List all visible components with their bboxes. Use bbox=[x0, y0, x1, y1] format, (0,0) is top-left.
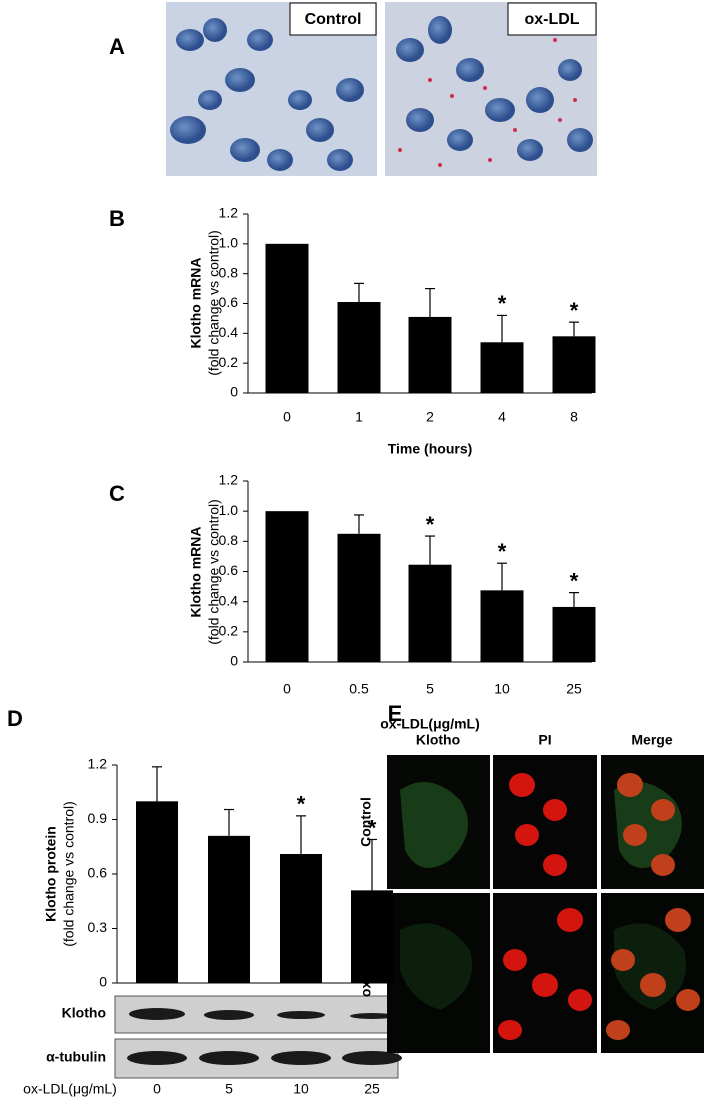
column-label: Merge bbox=[631, 732, 672, 748]
column-label: PI bbox=[538, 732, 551, 748]
row-label: Control bbox=[358, 797, 374, 847]
significance: * bbox=[498, 539, 507, 564]
y-tick-label: 0.9 bbox=[88, 810, 108, 826]
y-tick-label: 0.6 bbox=[88, 865, 108, 881]
x-tick-label: 10 bbox=[494, 681, 510, 697]
panel-letter: D bbox=[7, 706, 23, 731]
blot-bands bbox=[127, 1008, 402, 1065]
significance: * bbox=[570, 568, 579, 593]
x-tick-label: 2 bbox=[426, 409, 434, 425]
x-tick-label: 0 bbox=[283, 409, 291, 425]
x-tick-label: 1 bbox=[355, 409, 363, 425]
y-tick-label: 1.0 bbox=[219, 502, 239, 518]
y-tick-label: 0 bbox=[230, 384, 238, 400]
significance: * bbox=[570, 298, 579, 323]
x-tick-label: 25 bbox=[364, 1081, 380, 1097]
y-tick-label: 0.8 bbox=[219, 532, 239, 548]
y-tick-label: 0.8 bbox=[219, 264, 239, 280]
panel-letter: E bbox=[388, 701, 403, 726]
bar bbox=[136, 801, 178, 983]
y-tick-label: 0.4 bbox=[219, 324, 239, 340]
x-tick-label: 10 bbox=[293, 1081, 309, 1097]
x-tick-label: 0 bbox=[283, 681, 291, 697]
y-axis-label: Klotho mRNA bbox=[188, 527, 204, 618]
x-tick-label: 5 bbox=[426, 681, 434, 697]
x-tick-label: 25 bbox=[566, 681, 582, 697]
y-tick-label: 0 bbox=[230, 653, 238, 669]
y-axis-label: Klotho mRNA bbox=[188, 258, 204, 349]
y-tick-label: 0.6 bbox=[219, 294, 239, 310]
bar bbox=[408, 316, 452, 393]
image-label: ox-LDL bbox=[524, 11, 579, 28]
x-axis-label: ox-LDL(μg/mL) bbox=[23, 1081, 117, 1097]
bar bbox=[480, 342, 524, 393]
panel-letter: A bbox=[109, 34, 125, 59]
panel-letter: B bbox=[109, 206, 125, 231]
significance: * bbox=[368, 815, 377, 840]
significance: * bbox=[297, 792, 306, 817]
blot-label: α-tubulin bbox=[46, 1049, 106, 1065]
y-tick-label: 0 bbox=[99, 974, 107, 990]
y-tick-label: 0.6 bbox=[219, 562, 239, 578]
label-box bbox=[289, 2, 377, 36]
fluorescence-grid bbox=[387, 755, 704, 1053]
x-axis-label: ox-LDL(μg/mL) bbox=[380, 716, 480, 732]
x-tick-label: 0 bbox=[153, 1081, 161, 1097]
bar bbox=[265, 243, 309, 393]
bar bbox=[265, 511, 309, 662]
label-box bbox=[507, 2, 597, 36]
y-tick-label: 0.2 bbox=[219, 623, 239, 639]
y-tick-label: 0.2 bbox=[219, 354, 239, 370]
x-tick-label: 4 bbox=[498, 409, 506, 425]
bar bbox=[552, 336, 596, 393]
y-axis-label: (fold change vs control) bbox=[206, 230, 222, 376]
y-tick-label: 1.2 bbox=[88, 756, 108, 772]
bar bbox=[552, 606, 596, 662]
y-axis-label: (fold change vs control) bbox=[61, 801, 77, 947]
bar bbox=[480, 590, 524, 662]
bar bbox=[337, 302, 381, 393]
bar bbox=[208, 835, 250, 983]
y-tick-label: 0.3 bbox=[88, 919, 108, 935]
blot-label: Klotho bbox=[62, 1005, 106, 1021]
y-tick-label: 0.4 bbox=[219, 592, 239, 608]
bar bbox=[337, 533, 381, 662]
column-label: Klotho bbox=[416, 732, 460, 748]
y-axis-label: (fold change vs control) bbox=[206, 499, 222, 645]
bar bbox=[408, 564, 452, 662]
panel-letter: C bbox=[109, 481, 125, 506]
x-tick-label: 8 bbox=[570, 409, 578, 425]
x-tick-label: 5 bbox=[225, 1081, 233, 1097]
y-tick-label: 1.2 bbox=[219, 205, 239, 221]
y-axis-label: Klotho protein bbox=[43, 826, 59, 922]
y-tick-label: 1.2 bbox=[219, 472, 239, 488]
bar bbox=[280, 854, 322, 983]
x-tick-label: 0.5 bbox=[349, 681, 369, 697]
image-label: Control bbox=[305, 11, 362, 28]
significance: * bbox=[426, 512, 435, 537]
y-tick-label: 1.0 bbox=[219, 235, 239, 251]
x-axis-label: Time (hours) bbox=[388, 441, 473, 457]
significance: * bbox=[498, 291, 507, 316]
bar bbox=[351, 890, 393, 983]
